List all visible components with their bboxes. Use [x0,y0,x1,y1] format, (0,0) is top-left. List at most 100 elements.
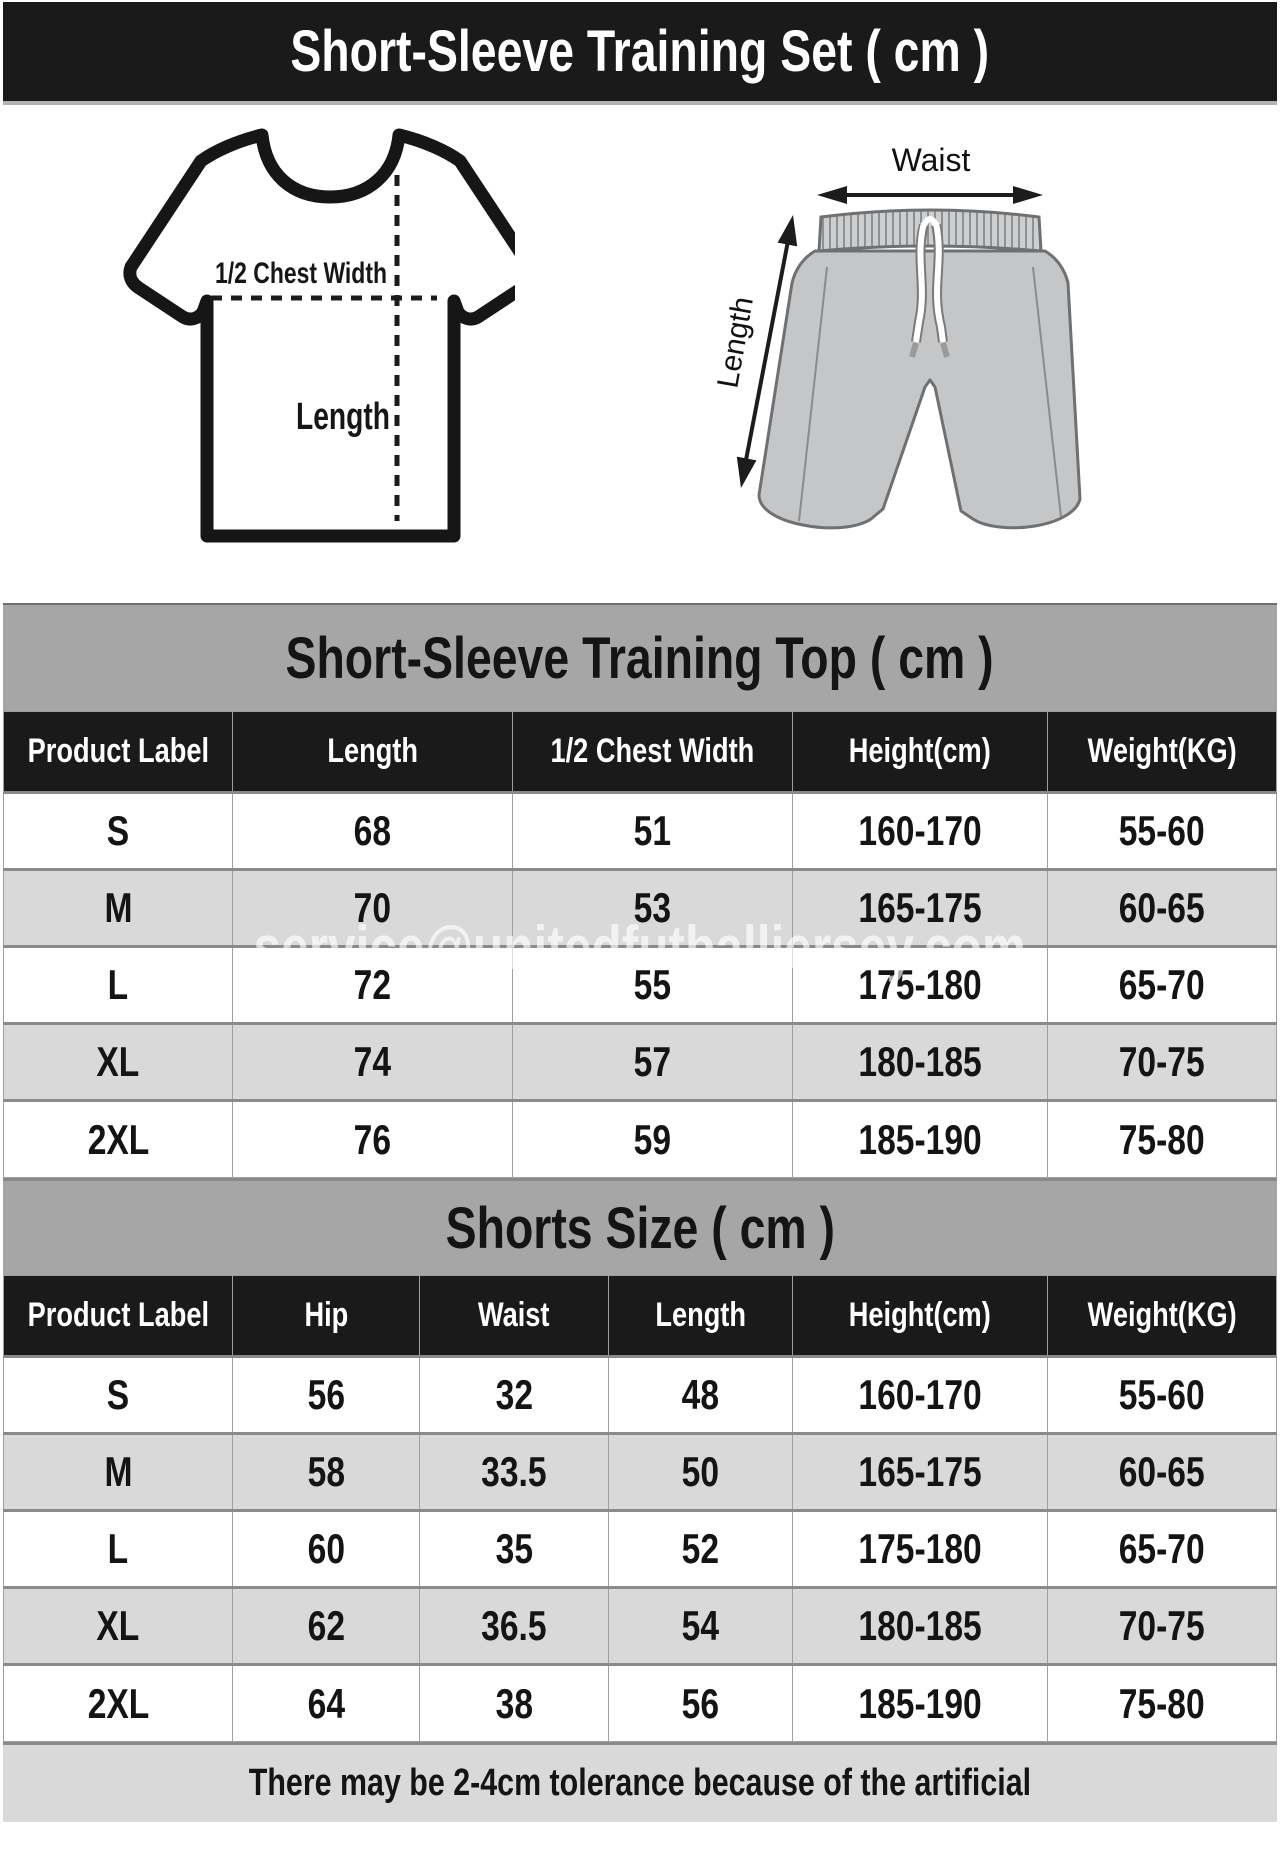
value-cell: 60-65 [1046,1432,1278,1511]
drawstring-tip-left [909,342,919,358]
value-cell: 75-80 [1046,1663,1278,1742]
waist-arrowhead-left [817,186,847,204]
value-cell: 180-185 [792,1586,1048,1665]
table-row-s: S 56 32 48 160-170 55-60 [2,1355,1278,1434]
table-row-l: L 60 35 52 175-180 65-70 [2,1509,1278,1588]
value-cell: 160-170 [792,791,1048,870]
column-header-height: Height(cm) [792,711,1048,793]
value-cell: 53 [512,868,794,947]
value-cell: 59 [512,1099,794,1178]
size-cell: 2XL [2,1663,234,1742]
column-header-product-label: Product Label [2,1275,234,1357]
value-cell: 62 [232,1586,421,1665]
column-header-chest-width: 1/2 Chest Width [512,711,794,793]
shirt-length-label: Length [296,396,390,438]
shorts-waistband [817,208,1043,253]
size-cell: XL [2,1022,234,1101]
table-row-xl: XL 62 36.5 54 180-185 70-75 [2,1586,1278,1665]
value-cell: 56 [607,1663,794,1742]
size-cell: S [2,791,234,870]
size-cell: S [2,1355,234,1434]
length-arrowhead-bottom [736,456,757,488]
value-cell: 56 [232,1355,421,1434]
shorts-right-crease [1032,266,1062,518]
size-cell: XL [2,1586,234,1665]
value-cell: 74 [232,1022,514,1101]
size-cell: M [2,868,234,947]
value-cell: 75-80 [1046,1099,1278,1178]
value-cell: 175-180 [792,945,1048,1024]
size-chart-page: Short-Sleeve Training Set ( cm ) 1/2 Che… [2,2,1278,1822]
size-cell: L [2,1509,234,1588]
shorts-table-header-row: Product Label Hip Waist Length Height(cm… [2,1275,1278,1357]
top-table-title: Short-Sleeve Training Top ( cm ) [285,625,995,691]
measurement-diagrams: 1/2 Chest Width Length Waist Length [3,105,1277,603]
value-cell: 165-175 [792,1432,1048,1511]
value-cell: 54 [607,1586,794,1665]
table-row-xl: XL 74 57 180-185 70-75 [2,1022,1278,1101]
value-cell: 165-175 [792,868,1048,947]
table-row-2xl: 2XL 64 38 56 185-190 75-80 [2,1663,1278,1742]
value-cell: 64 [232,1663,421,1742]
top-table-title-banner: Short-Sleeve Training Top ( cm ) [3,603,1277,711]
tshirt-diagram: 1/2 Chest Width Length [123,128,515,543]
value-cell: 38 [419,1663,609,1742]
value-cell: 57 [512,1022,794,1101]
value-cell: 65-70 [1046,1509,1278,1588]
value-cell: 60-65 [1046,868,1278,947]
table-row-l: L 72 55 175-180 65-70 [2,945,1278,1024]
value-cell: 33.5 [419,1432,609,1511]
shorts-table-title: Shorts Size ( cm ) [445,1195,835,1261]
length-arrowhead-top [777,215,798,247]
value-cell: 70-75 [1046,1022,1278,1101]
column-header-length: Length [232,711,514,793]
top-size-table: Product Label Length 1/2 Chest Width Hei… [2,711,1278,1178]
column-header-height: Height(cm) [792,1275,1048,1357]
value-cell: 76 [232,1099,514,1178]
value-cell: 60 [232,1509,421,1588]
shorts-body [757,249,1082,530]
value-cell: 180-185 [792,1022,1048,1101]
size-cell: 2XL [2,1099,234,1178]
value-cell: 35 [419,1509,609,1588]
top-table-header-row: Product Label Length 1/2 Chest Width Hei… [2,711,1278,793]
value-cell: 185-190 [792,1663,1048,1742]
value-cell: 50 [607,1432,794,1511]
tolerance-note-bar: There may be 2-4cm tolerance because of … [3,1742,1277,1822]
value-cell: 51 [512,791,794,870]
value-cell: 48 [607,1355,794,1434]
size-cell: L [2,945,234,1024]
value-cell: 32 [419,1355,609,1434]
waist-arrowhead-right [1013,186,1043,204]
column-header-weight: Weight(KG) [1046,711,1278,793]
page-title-bar: Short-Sleeve Training Set ( cm ) [3,2,1277,105]
drawstring-tip-right [940,342,950,358]
shorts-table-title-banner: Shorts Size ( cm ) [3,1178,1277,1275]
shorts-size-table: Product Label Hip Waist Length Height(cm… [2,1275,1278,1742]
value-cell: 160-170 [792,1355,1048,1434]
shorts-length-label: Length [711,294,759,390]
value-cell: 70 [232,868,514,947]
drawstring-loop [921,216,939,227]
table-row-2xl: 2XL 76 59 185-190 75-80 [2,1099,1278,1178]
value-cell: 58 [232,1432,421,1511]
table-row-m: M 70 53 165-175 60-65 [2,868,1278,947]
value-cell: 72 [232,945,514,1024]
size-cell: M [2,1432,234,1511]
tolerance-note: There may be 2-4cm tolerance because of … [248,1762,1032,1804]
shirt-chest-width-label: 1/2 Chest Width [215,257,387,290]
value-cell: 68 [232,791,514,870]
shorts-diagram: Waist Length [711,142,1082,530]
column-header-product-label: Product Label [2,711,234,793]
value-cell: 36.5 [419,1586,609,1665]
value-cell: 55-60 [1046,791,1278,870]
shorts-waist-label: Waist [892,142,971,178]
value-cell: 185-190 [792,1099,1048,1178]
column-header-hip: Hip [232,1275,421,1357]
value-cell: 70-75 [1046,1586,1278,1665]
drawstring-left [913,222,927,343]
shorts-length-arrow-line [744,240,790,461]
page-title: Short-Sleeve Training Set ( cm ) [290,19,990,84]
shorts-left-crease [798,266,828,522]
tshirt-outline [123,128,515,543]
